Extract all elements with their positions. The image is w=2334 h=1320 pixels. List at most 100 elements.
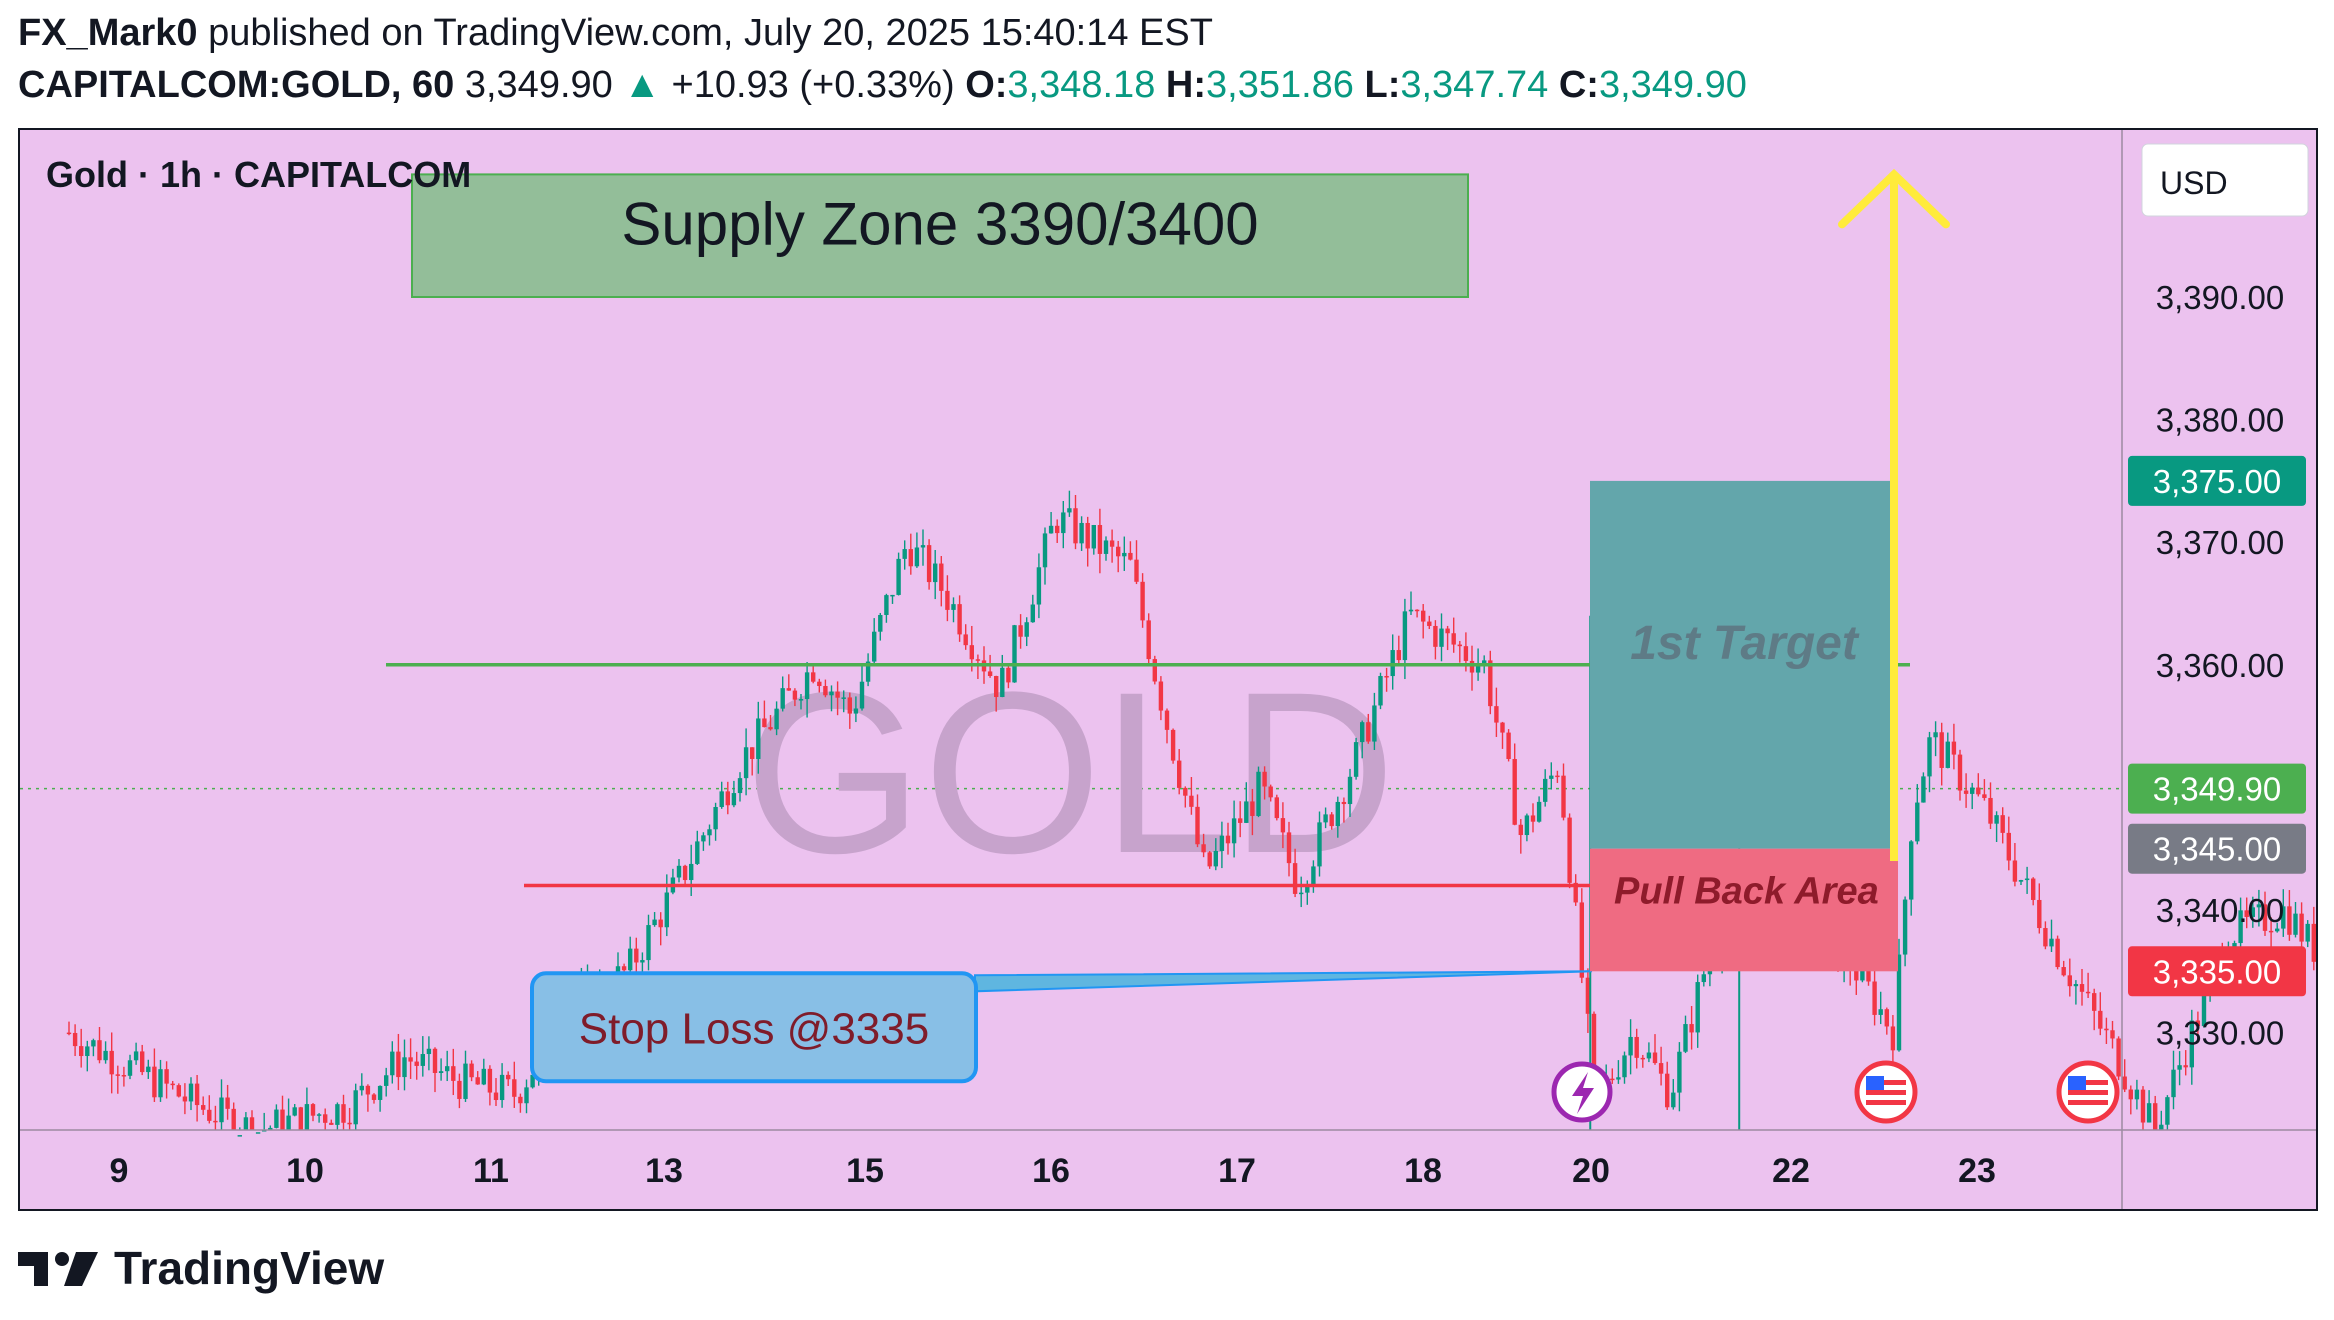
candle-body	[2171, 1069, 2176, 1098]
price-tag-label: 3,335.00	[2153, 953, 2281, 990]
candle-body	[2281, 906, 2286, 929]
candle-body	[1164, 710, 1170, 730]
target-box[interactable]	[1590, 480, 1898, 849]
candle-body	[1256, 771, 1261, 816]
candle-body	[835, 691, 840, 698]
candle-body	[926, 545, 932, 583]
price-tag-label: 3,375.00	[2153, 463, 2281, 500]
candle-body	[1561, 775, 1566, 818]
symbol-info: CAPITALCOM:GOLD, 60 3,349.90 ▲ +10.93 (+…	[18, 64, 1747, 107]
candle-body	[1915, 802, 1920, 842]
candle-body	[2098, 1010, 2103, 1029]
publisher-name[interactable]: FX_Mark0	[18, 12, 198, 54]
chart-panel[interactable]: GOLD Supply Zone 3390/3400 Stop Loss @333…	[18, 128, 2318, 1211]
candle-body	[457, 1080, 462, 1099]
candle-body	[1134, 559, 1139, 582]
candle-body	[1353, 742, 1359, 777]
candle-body	[426, 1048, 432, 1055]
candle-body	[463, 1063, 468, 1099]
candle-body	[2006, 832, 2011, 861]
candle-body	[652, 919, 657, 926]
candle-body	[1573, 882, 1578, 903]
target-arrowhead	[1838, 168, 1950, 229]
candle-body	[908, 549, 913, 567]
candle-body	[225, 1097, 230, 1109]
candle-body	[963, 634, 968, 646]
candle-body	[487, 1068, 493, 1093]
candle-body	[1061, 512, 1066, 534]
candle-body	[994, 676, 999, 698]
candle-body	[1970, 787, 1975, 794]
candle-body	[359, 1085, 364, 1091]
candle-body	[1695, 982, 1700, 1033]
candle-body	[1299, 892, 1304, 895]
candle-body	[859, 681, 865, 709]
candle-body	[1262, 771, 1267, 787]
candle-body	[347, 1122, 352, 1125]
candle-body	[2244, 910, 2249, 917]
lightning-icon[interactable]	[1551, 1061, 1613, 1123]
candle-body	[1152, 659, 1157, 682]
candle-body	[1384, 676, 1389, 678]
symbol-name[interactable]: CAPITALCOM:GOLD, 60	[18, 64, 455, 106]
candle-body	[152, 1066, 157, 1098]
chart-canvas[interactable]: GOLD Supply Zone 3390/3400 Stop Loss @333…	[20, 130, 2316, 1209]
candle-body	[1317, 822, 1322, 867]
candle-body	[689, 863, 694, 881]
candle-body	[2116, 1038, 2121, 1077]
x-tick-label: 20	[1572, 1152, 1610, 1190]
candle-body	[1097, 525, 1103, 554]
candle-body	[1073, 508, 1078, 544]
stop-loss-box[interactable]	[530, 971, 978, 1084]
candle-body	[1433, 625, 1438, 647]
stop-loss-pointer	[974, 970, 1593, 993]
candle-body	[1536, 801, 1542, 822]
candle-body	[1701, 974, 1706, 983]
candle-body	[957, 604, 962, 635]
candle-body	[481, 1068, 486, 1085]
candle-body	[237, 1135, 242, 1137]
candle-body	[1854, 970, 1859, 981]
pullback-box[interactable]	[1590, 848, 1898, 972]
candle-body	[2092, 993, 2097, 1011]
candle-body	[1274, 797, 1279, 819]
candle-body	[1292, 863, 1298, 894]
candle-body	[1451, 633, 1456, 645]
candle-body	[2238, 910, 2243, 944]
candle-body	[1610, 1078, 1615, 1081]
candle-body	[2183, 1065, 2188, 1068]
candle-body	[1213, 850, 1218, 867]
supply-zone-box[interactable]	[411, 173, 1469, 298]
candle-body	[2012, 860, 2018, 882]
us-flag-icon[interactable]	[2056, 1060, 2120, 1124]
candle-body	[1085, 522, 1090, 549]
candle-body	[1689, 1024, 1694, 1033]
candle-body	[1036, 567, 1042, 605]
candle-body	[1945, 741, 1950, 768]
candle-body	[1347, 776, 1353, 805]
open-label: O:	[965, 64, 1008, 106]
candle-body	[414, 1061, 419, 1066]
candle-body	[2201, 989, 2207, 1027]
currency-button[interactable]: USD	[2141, 143, 2309, 217]
footer-brand[interactable]: TradingView	[114, 1242, 385, 1294]
x-tick-label: 9	[110, 1152, 129, 1190]
candle-body	[1902, 899, 1908, 955]
price-tag	[2128, 763, 2306, 814]
candle-body	[646, 925, 651, 961]
candle-body	[1665, 1073, 1670, 1108]
candle-body	[1177, 760, 1182, 788]
us-flag-icon[interactable]	[1854, 1060, 1918, 1124]
candle-body	[1128, 552, 1133, 560]
candle-body	[1067, 508, 1072, 513]
candle-body	[1530, 815, 1536, 822]
chart-legend-title[interactable]: Gold · 1h · CAPITALCOM	[46, 154, 471, 195]
watermark: GOLD	[744, 644, 1396, 901]
candle-body	[890, 594, 895, 597]
candle-body	[420, 1054, 425, 1066]
candle-body	[780, 688, 785, 709]
candle-body	[469, 1063, 474, 1078]
candle-body	[628, 948, 633, 971]
tradingview-logo-icon[interactable]	[18, 1248, 102, 1288]
candle-body	[475, 1077, 480, 1085]
